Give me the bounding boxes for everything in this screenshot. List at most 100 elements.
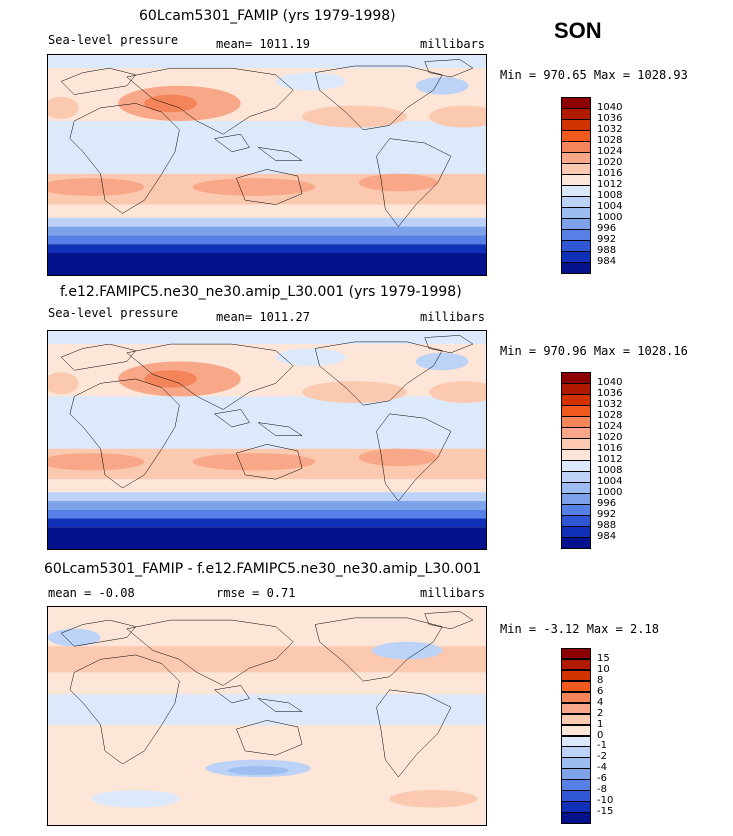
colorbar-swatch xyxy=(561,779,591,791)
colorbar-swatch xyxy=(561,163,591,175)
colorbar-tick-label: 1024 xyxy=(597,421,623,432)
colorbar-tick-label: -10 xyxy=(597,795,614,807)
coastline xyxy=(236,169,302,204)
azores-high xyxy=(429,105,486,128)
colorbar-swatch xyxy=(561,526,591,538)
diff-antarctic-high xyxy=(389,790,478,808)
colorbar-swatch xyxy=(561,691,591,704)
coastline xyxy=(258,423,302,436)
diff-europe-low xyxy=(48,628,101,647)
azores-high xyxy=(429,381,486,403)
colorbar-tick-label: 1036 xyxy=(597,113,623,124)
colorbar-swatch xyxy=(561,218,591,230)
field-band-southern-ocean-2 xyxy=(48,235,486,245)
diff-south-pacific-core xyxy=(227,766,289,775)
colorbar-swatch xyxy=(561,702,591,715)
coastline xyxy=(425,59,473,77)
colorbar-swatch xyxy=(561,746,591,758)
coastline xyxy=(377,139,451,227)
colorbar-swatch xyxy=(561,383,591,395)
coastline xyxy=(127,344,293,409)
colorbar-tick-label: 1040 xyxy=(597,377,623,388)
colorbar-swatch xyxy=(561,372,591,384)
colorbar-tick-label: 1004 xyxy=(597,201,623,212)
colorbar-swatch xyxy=(561,768,591,780)
map-canvas xyxy=(48,331,486,549)
colorbar-tick-label: 1000 xyxy=(597,212,623,223)
aleutian-low xyxy=(275,348,346,366)
colorbar-swatch xyxy=(561,240,591,252)
field-band-circumpolar-low xyxy=(48,244,486,253)
colorbar-swatch xyxy=(561,713,591,726)
colorbar-tick-label: 0 xyxy=(597,729,604,741)
south-atlantic-high xyxy=(48,453,145,471)
colorbar-swatch xyxy=(561,735,591,747)
siberian-high-core xyxy=(144,370,197,388)
south-atlantic-high xyxy=(48,178,145,196)
colorbar-swatch xyxy=(561,185,591,197)
field-band-arctic xyxy=(48,55,486,69)
colorbar-swatch xyxy=(561,416,591,428)
colorbar-tick-label: 6 xyxy=(597,685,604,697)
diff-antarctic-low xyxy=(91,790,180,808)
colorbar-swatch xyxy=(561,669,591,682)
colorbar-swatch xyxy=(561,119,591,131)
colorbar-swatch xyxy=(561,648,591,660)
panel-3-min-max: Min = -3.12 Max = 2.18 xyxy=(500,622,659,636)
colorbar-swatch xyxy=(561,141,591,153)
coastline xyxy=(425,611,473,628)
colorbar-tick-label: 988 xyxy=(597,245,617,256)
colorbar-tick-label: 1016 xyxy=(597,443,623,454)
colorbar-tick-label: 1020 xyxy=(597,157,623,168)
field-band-southern-ocean-2 xyxy=(48,509,486,519)
colorbar-swatch xyxy=(561,482,591,494)
south-pacific-high xyxy=(358,448,438,467)
colorbar-tick-label: -1 xyxy=(597,740,607,752)
colorbar-tick-label: 1016 xyxy=(597,168,623,179)
panel-3-rmse-label: rmse = 0.71 xyxy=(216,586,296,600)
colorbar-swatch xyxy=(561,229,591,241)
coastline xyxy=(258,699,302,712)
field-band-southern-ocean xyxy=(48,501,486,510)
panel-2-min-max: Min = 970.96 Max = 1028.16 xyxy=(500,344,688,358)
panel-3-mean-label: mean = -0.08 xyxy=(48,586,135,600)
coastline xyxy=(236,720,302,755)
coastline xyxy=(127,68,293,134)
colorbar-swatch xyxy=(561,515,591,527)
coastline xyxy=(315,66,442,130)
colorbar-swatch xyxy=(561,262,591,274)
panel-1-mean-label: mean= 1011.19 xyxy=(216,37,310,51)
colorbar-tick-label: 1020 xyxy=(597,432,623,443)
south-pacific-high xyxy=(358,173,438,192)
south-indian-high xyxy=(192,453,316,471)
field-band-midlat xyxy=(48,479,486,493)
colorbar-tick-label: 1008 xyxy=(597,465,623,476)
colorbar-tick-label: 1004 xyxy=(597,476,623,487)
field-band-arctic xyxy=(48,331,486,345)
colorbar-tick-label: -2 xyxy=(597,751,607,763)
coastline xyxy=(377,414,451,501)
panel-3-colorbar: 15 10 8 6 4 2 1 0 -1 -2 -4 -6 -8 -10 -15 xyxy=(561,648,641,824)
coastline xyxy=(315,342,442,405)
colorbar-tick-label: 1008 xyxy=(597,190,623,201)
colorbar-swatch xyxy=(561,438,591,450)
panel-1-min-max: Min = 970.65 Max = 1028.93 xyxy=(500,68,688,82)
colorbar-swatch xyxy=(561,405,591,417)
field-band-antarctic xyxy=(48,253,486,275)
coastline xyxy=(214,685,249,702)
colorbar-swatch xyxy=(561,394,591,406)
colorbar-swatch xyxy=(561,801,591,813)
field-band-tropics xyxy=(48,396,486,427)
colorbar-tick-label: 984 xyxy=(597,531,617,542)
colorbar-tick-label: 1024 xyxy=(597,146,623,157)
colorbar-swatch xyxy=(561,449,591,461)
colorbar-swatch xyxy=(561,658,591,671)
colorbar-tick-label: -4 xyxy=(597,762,607,774)
colorbar-swatch xyxy=(561,251,591,263)
coastline xyxy=(70,655,179,764)
coastline xyxy=(377,690,451,777)
colorbar-swatch xyxy=(561,504,591,516)
colorbar-swatch xyxy=(561,537,591,549)
panel-1-map xyxy=(47,54,487,276)
coastline xyxy=(70,379,179,488)
